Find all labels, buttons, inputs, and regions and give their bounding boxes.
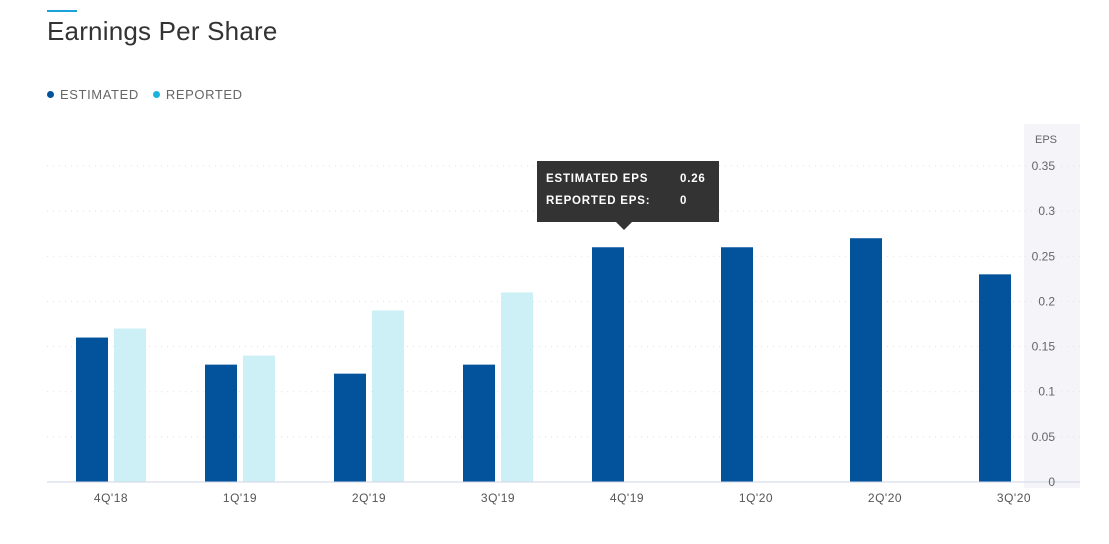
bar-estimated: [721, 247, 753, 482]
legend-item-estimated[interactable]: ESTIMATED: [47, 87, 139, 102]
bar-estimated: [334, 373, 366, 482]
bar-reported: [501, 292, 533, 482]
y-tick-label: 0.1: [1038, 385, 1055, 399]
tooltip-reported-value: 0: [680, 195, 688, 207]
y-tick-label: 0.05: [1032, 430, 1056, 444]
bar-estimated: [850, 238, 882, 482]
bar-reported: [114, 328, 146, 482]
legend-label-estimated: ESTIMATED: [60, 87, 139, 102]
x-tick-label: 2Q'20: [868, 491, 902, 505]
x-tick-label: 1Q'20: [739, 491, 773, 505]
y-tick-label: 0.35: [1032, 159, 1056, 173]
bar-estimated: [76, 337, 108, 482]
x-tick-label: 4Q'19: [610, 491, 644, 505]
x-tick-label: 2Q'19: [352, 491, 386, 505]
tooltip-estimated-value: 0.26: [680, 173, 706, 185]
page-title: Earnings Per Share: [47, 16, 278, 46]
bar-reported: [243, 355, 275, 482]
bar-estimated: [592, 247, 624, 482]
x-tick-label: 1Q'19: [223, 491, 257, 505]
y-tick-label: 0.3: [1038, 204, 1055, 218]
tooltip: ESTIMATED EPS 0.26 REPORTED EPS: 0: [537, 161, 719, 230]
y-tick-label: 0.25: [1032, 249, 1056, 263]
tooltip-estimated-label: ESTIMATED EPS: [546, 173, 649, 185]
bar-estimated: [979, 274, 1011, 482]
y-axis-label: EPS: [1035, 134, 1057, 146]
legend-label-reported: REPORTED: [165, 87, 243, 102]
legend-dot-reported: [152, 91, 160, 98]
title-accent-line: [47, 10, 77, 12]
x-tick-labels: 4Q'18 1Q'19 2Q'19 3Q'19 4Q'19 1Q'20 2Q'20 3Q'20: [94, 491, 1031, 505]
legend-dot-estimated: [47, 91, 54, 98]
bar-estimated: [463, 364, 495, 482]
y-axis-panel: [1024, 124, 1080, 488]
y-tick-labels: 0 0.05 0.1 0.15 0.2 0.25 0.3 0.35: [1032, 159, 1056, 489]
chart-legend: ESTIMATED REPORTED: [47, 87, 243, 102]
x-tick-label: 3Q'20: [997, 491, 1031, 505]
x-tick-label: 3Q'19: [481, 491, 515, 505]
bars: [76, 238, 1011, 482]
legend-item-reported[interactable]: REPORTED: [152, 87, 243, 102]
x-tick-label: 4Q'18: [94, 491, 128, 505]
bar-reported: [372, 310, 404, 482]
y-tick-label: 0.15: [1032, 340, 1056, 354]
bar-estimated: [205, 364, 237, 482]
y-tick-label: 0.2: [1038, 294, 1055, 308]
tooltip-reported-label: REPORTED EPS:: [546, 195, 651, 207]
y-tick-label: 0: [1048, 475, 1055, 489]
